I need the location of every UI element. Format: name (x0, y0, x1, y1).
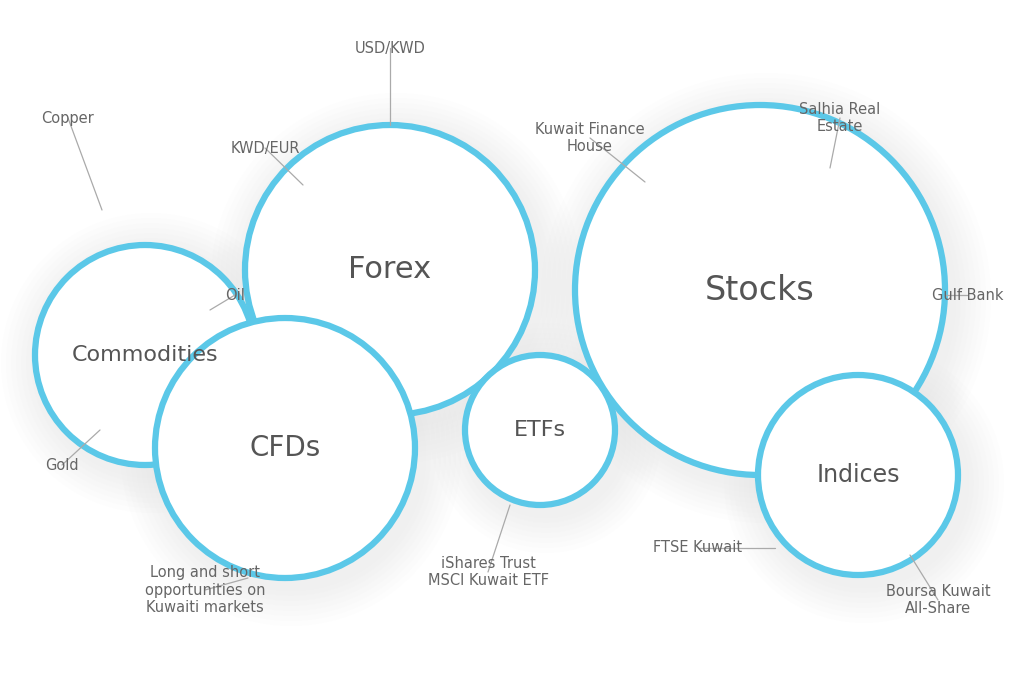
Text: KWD/EUR: KWD/EUR (230, 140, 300, 155)
Circle shape (35, 245, 255, 465)
Text: ETFs: ETFs (514, 420, 566, 440)
Text: Indices: Indices (816, 463, 900, 487)
Circle shape (575, 105, 945, 475)
Text: Commodities: Commodities (72, 345, 218, 365)
Circle shape (155, 318, 415, 578)
Text: Salhia Real
Estate: Salhia Real Estate (800, 102, 881, 134)
Text: CFDs: CFDs (250, 434, 321, 462)
Circle shape (245, 125, 535, 415)
Circle shape (465, 355, 615, 505)
Text: Gulf Bank: Gulf Bank (932, 287, 1004, 302)
Text: Oil: Oil (225, 287, 245, 302)
Text: Copper: Copper (42, 111, 94, 125)
Text: Kuwait Finance
House: Kuwait Finance House (536, 122, 645, 154)
Text: Forex: Forex (348, 256, 431, 285)
Text: Long and short
opportunities on
Kuwaiti markets: Long and short opportunities on Kuwaiti … (144, 565, 265, 615)
Text: Gold: Gold (45, 458, 79, 473)
Text: FTSE Kuwait: FTSE Kuwait (653, 540, 742, 555)
Text: Boursa Kuwait
All-Share: Boursa Kuwait All-Share (886, 584, 990, 616)
Text: USD/KWD: USD/KWD (354, 40, 425, 55)
Circle shape (758, 375, 958, 575)
Text: Stocks: Stocks (706, 274, 815, 306)
Text: iShares Trust
MSCI Kuwait ETF: iShares Trust MSCI Kuwait ETF (427, 556, 549, 588)
